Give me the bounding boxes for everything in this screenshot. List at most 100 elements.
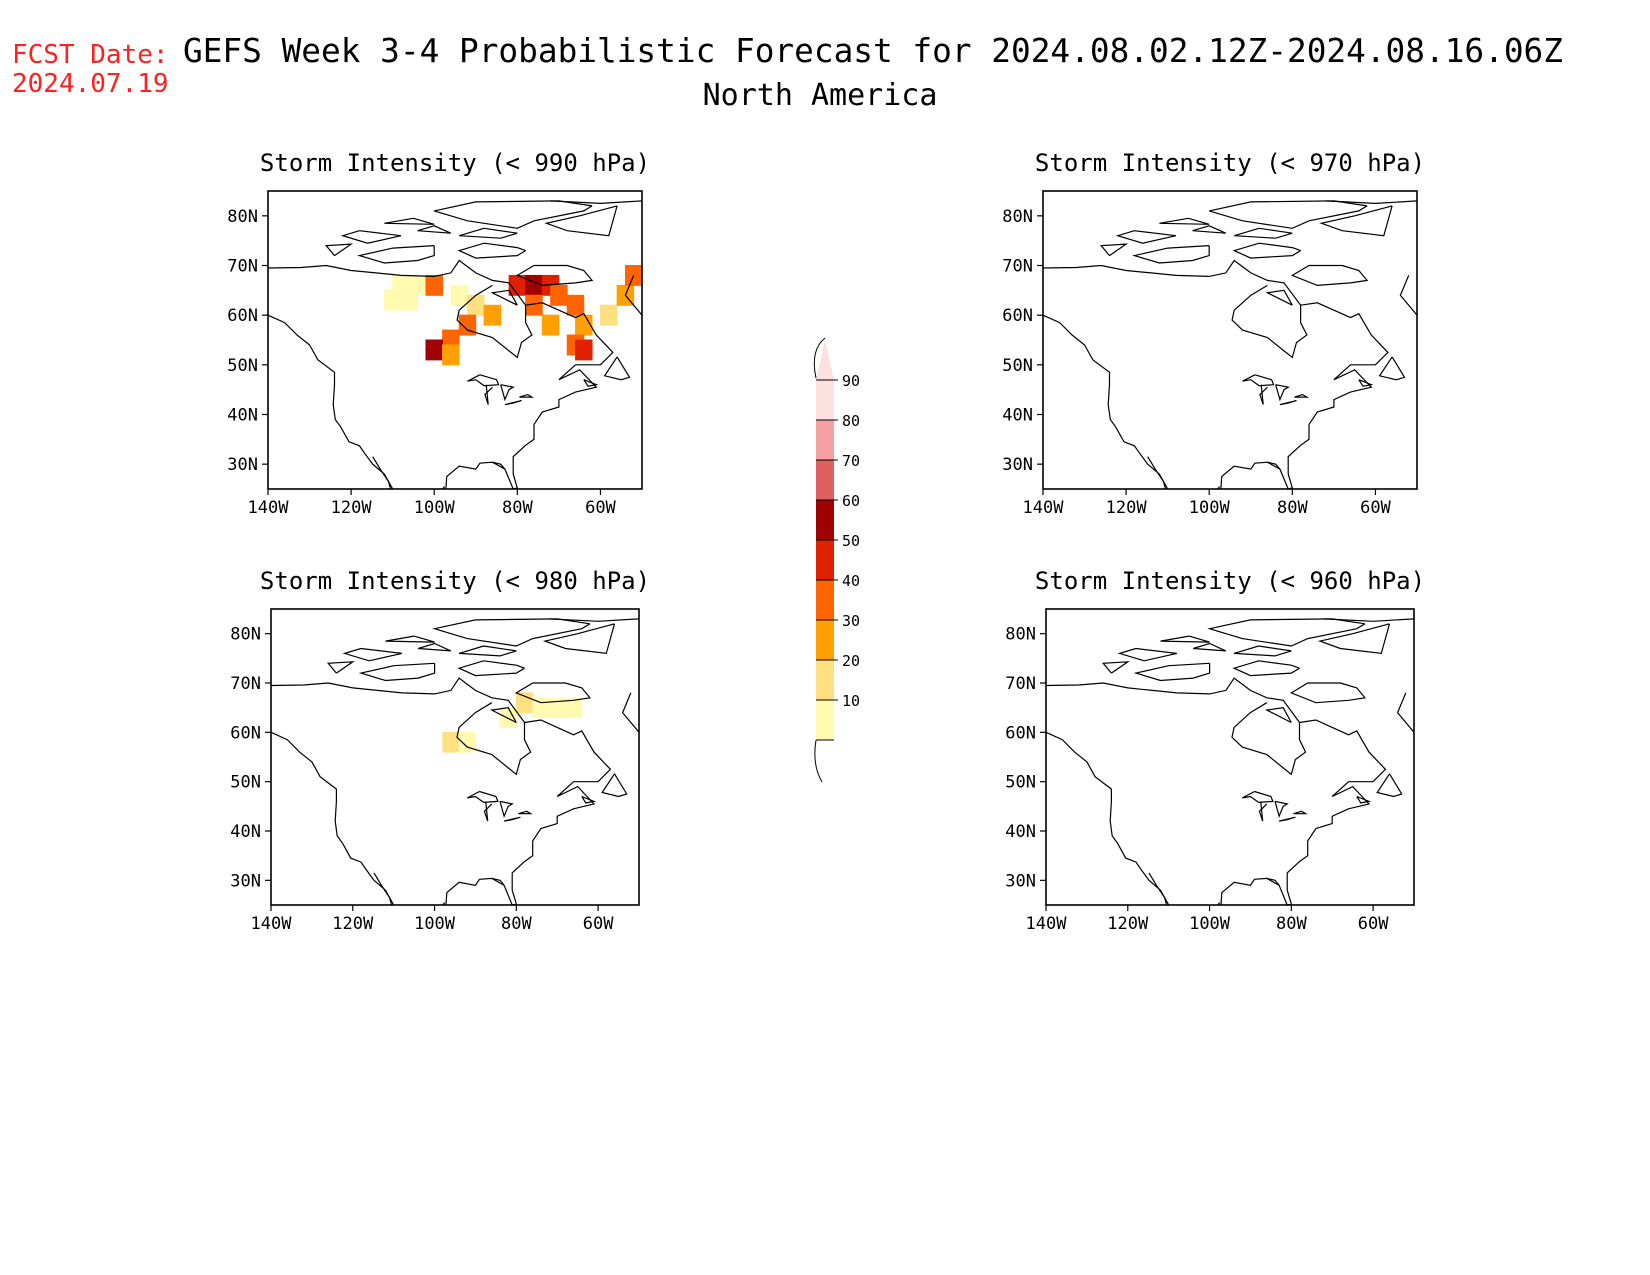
- coastline: [624, 275, 642, 316]
- coastline: [542, 623, 616, 655]
- lat-tick-label: 60N: [1005, 723, 1036, 743]
- colorbar-label: 70: [842, 452, 860, 470]
- colorbar-label: 20: [842, 652, 860, 670]
- lon-tick-label: 80W: [1277, 498, 1308, 518]
- probability-cell: [575, 314, 593, 336]
- probability-cell: [564, 697, 583, 719]
- fcst-date-label: FCST Date:: [12, 40, 169, 70]
- coastline: [1046, 677, 1307, 776]
- coastline: [1319, 205, 1393, 237]
- colorbar-cap-top: [816, 340, 834, 380]
- coastline: [1293, 810, 1308, 815]
- coastline: [1101, 661, 1130, 674]
- coastline: [550, 200, 642, 242]
- coastline: [603, 356, 631, 381]
- colorbar-label: 30: [842, 612, 860, 630]
- coastline: [1258, 801, 1268, 822]
- lat-tick-label: 70N: [227, 257, 258, 277]
- coastline: [1115, 230, 1177, 244]
- coastline: [1232, 660, 1300, 677]
- coastline: [1043, 314, 1169, 489]
- panel-storm-990: Storm Intensity (< 990 hPa) 80N 70N 60N 50N 4…: [227, 149, 650, 518]
- probability-cell: [525, 294, 543, 316]
- coastline: [1046, 731, 1170, 905]
- colorbar-label: 40: [842, 572, 860, 590]
- lat-tick-label: 80N: [1005, 625, 1036, 645]
- lat-tick-label: 50N: [230, 773, 261, 793]
- lat-tick-label: 80N: [1002, 207, 1033, 227]
- coastline: [1220, 719, 1387, 905]
- coastline: [491, 877, 505, 886]
- lon-tick-label: 100W: [414, 914, 456, 934]
- lat-tick-label: 30N: [1002, 455, 1033, 475]
- coastline: [1160, 635, 1210, 643]
- coastline: [268, 259, 533, 359]
- panel-storm-970: Storm Intensity (< 970 hPa) 80N 70N 60N 50N 4…: [1002, 149, 1425, 518]
- coastline: [1274, 800, 1289, 819]
- colorbar-label: 50: [842, 532, 860, 550]
- lon-tick-label: 140W: [251, 914, 293, 934]
- coastline: [373, 872, 393, 905]
- coastline: [1133, 662, 1211, 682]
- panel-title: Storm Intensity (< 970 hPa): [1035, 149, 1425, 177]
- coastline: [621, 692, 639, 733]
- coastline: [490, 289, 518, 306]
- probability-cell: [483, 304, 502, 326]
- lat-tick-label: 50N: [227, 356, 258, 376]
- probability-cell: [425, 339, 443, 361]
- coastline: [1259, 384, 1268, 405]
- lat-tick-label: 40N: [230, 822, 261, 842]
- coastline: [357, 245, 435, 264]
- coastline: [1192, 225, 1227, 234]
- lat-tick-label: 80N: [230, 625, 261, 645]
- coastline: [324, 243, 354, 257]
- lon-tick-label: 80W: [1276, 914, 1307, 934]
- colorbar-swatch: [816, 660, 834, 700]
- lat-tick-label: 40N: [1002, 406, 1033, 426]
- coastline: [515, 264, 594, 287]
- coastline: [519, 393, 535, 398]
- colorbar-swatch: [816, 620, 834, 660]
- lat-tick-label: 60N: [230, 723, 261, 743]
- coastline: [1117, 647, 1177, 662]
- lon-tick-label: 120W: [1107, 914, 1149, 934]
- lat-tick-label: 30N: [1005, 871, 1036, 891]
- colorbar-label: 60: [842, 492, 860, 510]
- colorbar-swatch: [816, 540, 834, 580]
- coastline: [1278, 816, 1296, 822]
- panel-storm-980: Storm Intensity (< 980 hPa) 80N 70N 60N 50N 4…: [230, 567, 650, 934]
- probability-cell: [499, 707, 517, 728]
- colorbar-legend: 90 80 70 60 50 40 30 20 10: [813, 337, 860, 783]
- lon-tick-label: 60W: [583, 914, 614, 934]
- coastline: [544, 205, 618, 237]
- coastline: [1207, 618, 1366, 647]
- probability-cell: [467, 294, 485, 316]
- coastline: [601, 773, 628, 798]
- coastline: [1323, 618, 1414, 659]
- lat-tick-label: 70N: [230, 674, 261, 694]
- coastline: [1289, 682, 1367, 704]
- coastline: [1378, 356, 1406, 381]
- coastline: [1209, 200, 1368, 229]
- lon-tick-label: 140W: [248, 498, 290, 518]
- probability-cell: [566, 294, 585, 316]
- lat-tick-label: 70N: [1005, 674, 1036, 694]
- panel-title: Storm Intensity (< 960 hPa): [1035, 567, 1425, 595]
- coastline: [458, 645, 517, 657]
- coastline: [326, 661, 355, 674]
- coastline: [1267, 461, 1281, 470]
- coastline: [467, 790, 499, 804]
- coastline: [1290, 264, 1369, 287]
- probability-cell: [458, 314, 477, 336]
- coastline: [1242, 790, 1274, 804]
- lat-tick-label: 40N: [227, 406, 258, 426]
- coastline: [499, 800, 514, 819]
- probability-cell: [525, 274, 543, 296]
- coastline: [548, 618, 639, 659]
- coastline: [518, 810, 533, 815]
- probability-cell: [575, 339, 593, 361]
- coastline: [385, 635, 435, 643]
- probability-cell: [442, 731, 460, 753]
- lon-tick-label: 120W: [332, 914, 374, 934]
- coastline: [1193, 642, 1227, 652]
